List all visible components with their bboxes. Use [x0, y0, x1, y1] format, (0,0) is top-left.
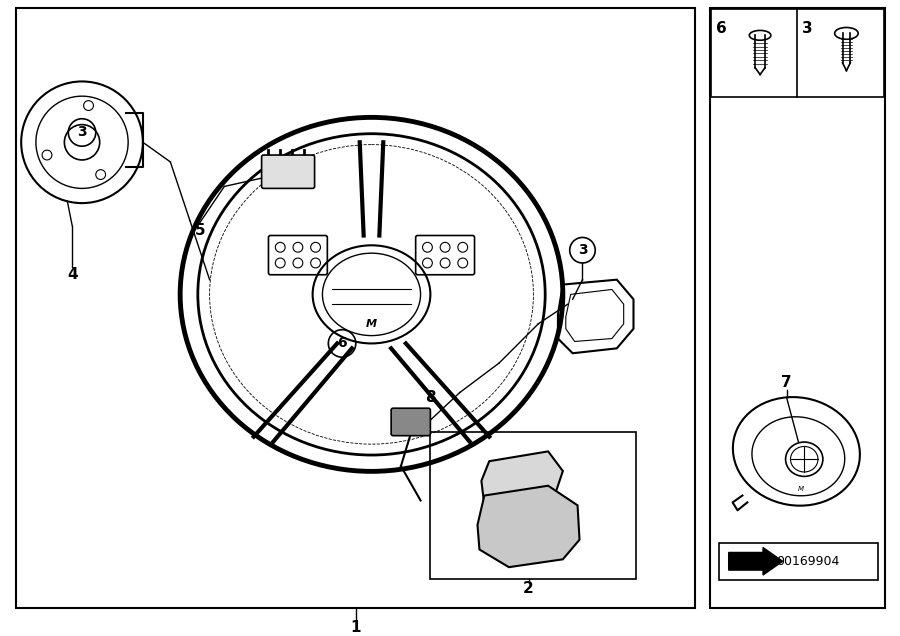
- Text: 3: 3: [578, 243, 588, 257]
- Text: 4: 4: [67, 267, 77, 282]
- Text: 6: 6: [338, 336, 346, 350]
- Bar: [719, 543, 878, 580]
- FancyBboxPatch shape: [392, 408, 430, 436]
- Text: 3: 3: [77, 125, 86, 139]
- Text: 1: 1: [350, 620, 361, 635]
- Text: 7: 7: [781, 375, 792, 391]
- Polygon shape: [482, 452, 562, 515]
- Text: 6: 6: [716, 20, 726, 36]
- Text: M: M: [534, 539, 544, 550]
- Text: 3: 3: [802, 20, 813, 36]
- Bar: [711, 9, 884, 97]
- Polygon shape: [478, 486, 580, 567]
- Bar: [16, 8, 696, 609]
- FancyBboxPatch shape: [262, 155, 315, 188]
- Bar: [710, 8, 885, 609]
- Bar: [430, 432, 636, 579]
- Polygon shape: [729, 548, 783, 575]
- Text: M: M: [366, 319, 377, 329]
- Text: 2: 2: [523, 581, 534, 597]
- Text: 8: 8: [425, 390, 436, 405]
- Text: 00169904: 00169904: [777, 555, 840, 568]
- Text: 5: 5: [194, 223, 205, 238]
- Text: M: M: [798, 486, 805, 492]
